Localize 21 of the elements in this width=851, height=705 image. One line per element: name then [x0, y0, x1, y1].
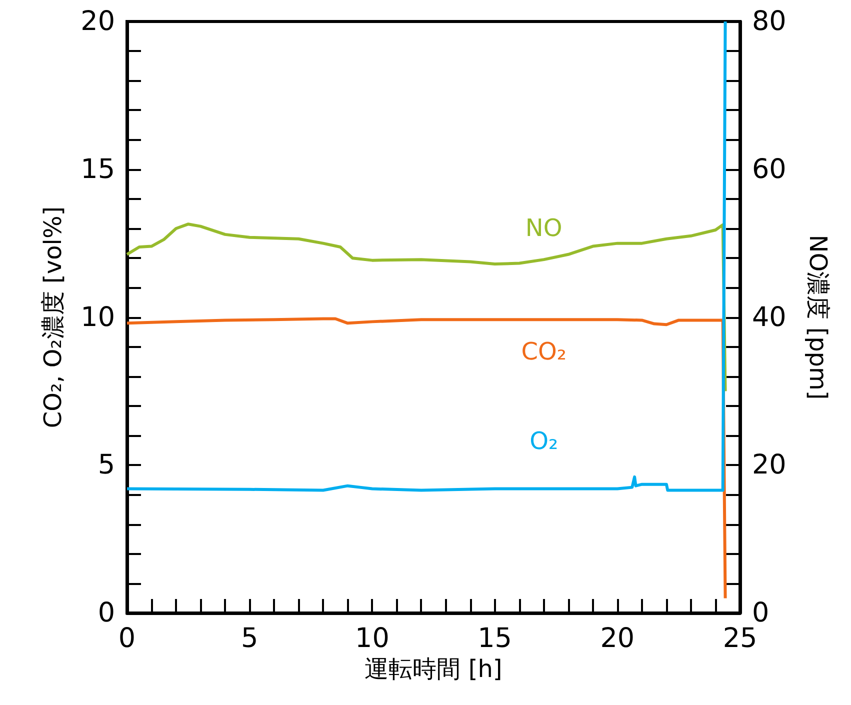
series-label: O₂ [530, 426, 558, 455]
y-axis-title: CO₂, O₂濃度 [vol%] [39, 206, 67, 428]
y2-tick-label: 60 [752, 154, 786, 185]
y2-tick-label: 40 [752, 302, 786, 333]
series-label: CO₂ [521, 338, 566, 366]
y-tick-label: 0 [98, 598, 115, 628]
y-tick-label: 15 [80, 154, 115, 185]
x-tick-label: 10 [355, 623, 390, 654]
line-series [126, 20, 727, 492]
y2-tick-label: 20 [752, 450, 786, 481]
x-tick-label: 20 [600, 623, 635, 654]
x-tick-label: 5 [241, 623, 258, 654]
x-tick-label: 15 [478, 623, 512, 654]
y-tick-label: 5 [98, 450, 115, 481]
y2-tick-label: 80 [752, 6, 786, 37]
y2-axis-title: NO濃度 [ppm] [804, 234, 832, 400]
series-label: NO [525, 214, 562, 242]
y-tick-label: 20 [80, 6, 115, 37]
x-tick-label: 0 [118, 623, 136, 654]
y-tick-label: 10 [80, 302, 115, 333]
x-axis-title: 運転時間 [h] [364, 655, 502, 683]
